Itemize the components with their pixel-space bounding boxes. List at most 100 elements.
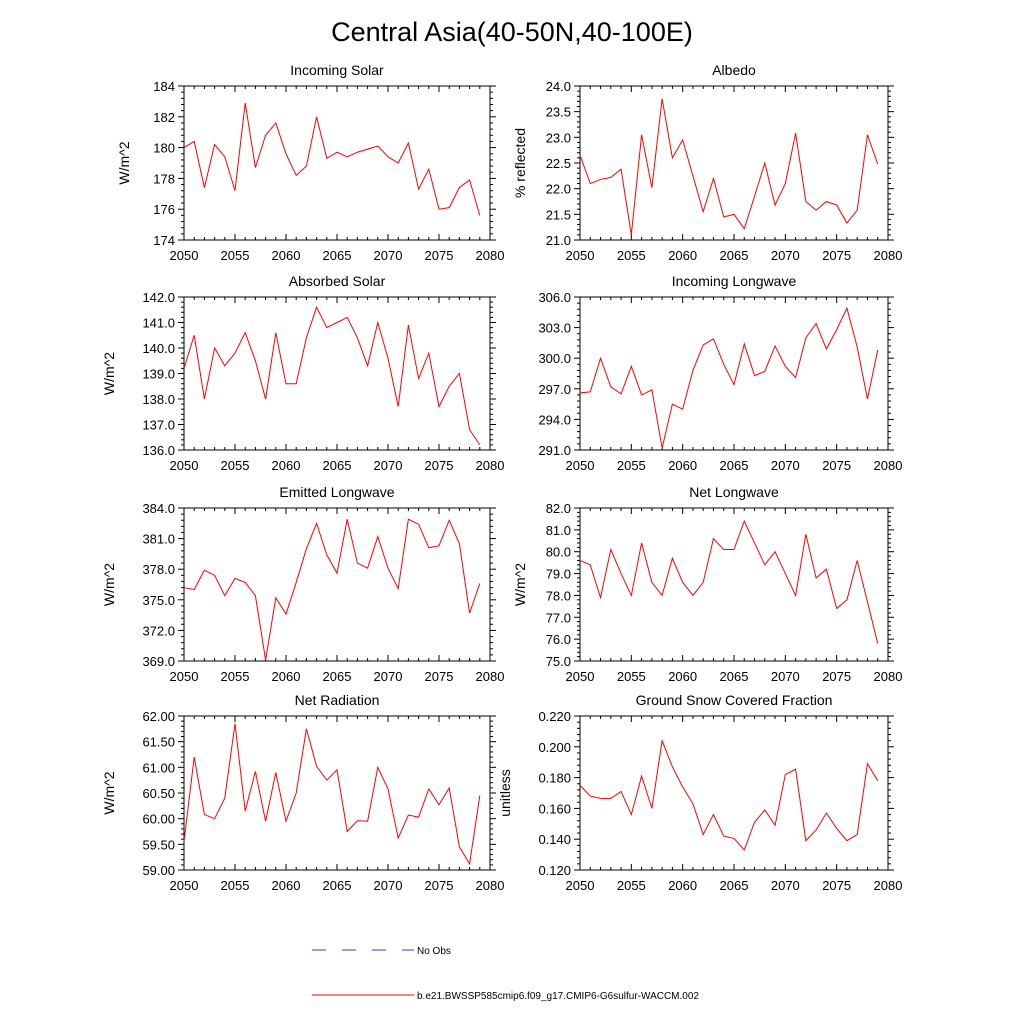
series-line	[183, 305, 481, 446]
x-tick-label: 2055	[617, 458, 646, 473]
y-tick-label: 182	[153, 110, 175, 125]
y-tick-label: 24.0	[546, 79, 571, 94]
y-tick-label: 178	[153, 171, 175, 186]
x-tick-label: 2065	[720, 458, 749, 473]
y-tick-label: 184	[153, 79, 175, 94]
panels-container: Incoming Solar 2050 2055 2060 2065 2070 2075 20…	[101, 62, 902, 893]
x-tick-label: 2070	[374, 248, 403, 263]
x-tick-label: 2080	[476, 458, 505, 473]
y-tick-label: 291.0	[538, 443, 571, 458]
x-tick-label: 2070	[374, 458, 403, 473]
y-axis-label: W/m^2	[116, 141, 132, 184]
y-tick-label: 180	[153, 141, 175, 156]
y-tick-label: 60.00	[142, 812, 175, 827]
y-tick-label: 142.0	[142, 290, 175, 305]
y-tick-label: 369.0	[142, 654, 175, 669]
x-tick-label: 2070	[771, 458, 800, 473]
y-tick-label: 0.160	[538, 801, 571, 816]
x-tick-label: 2080	[874, 669, 903, 684]
y-tick-label: 141.0	[142, 316, 175, 331]
y-tick-label: 138.0	[142, 392, 175, 407]
x-tick-label: 2080	[874, 878, 903, 893]
x-tick-label: 2075	[425, 669, 454, 684]
panel-frame	[579, 715, 889, 871]
y-axis-label: W/m^2	[101, 352, 117, 395]
y-tick-label: 77.0	[546, 610, 571, 625]
x-tick-label: 2055	[221, 248, 250, 263]
x-tick-label: 2060	[668, 248, 697, 263]
y-tick-label: 59.00	[142, 863, 175, 878]
y-tick-label: 294.0	[538, 412, 571, 427]
y-tick-label: 23.5	[546, 105, 571, 120]
x-tick-label: 2075	[425, 248, 454, 263]
y-tick-label: 81.0	[546, 523, 571, 538]
panel-ground-snow-covered-fraction: Ground Snow Covered Fraction 2050 2055 2060…	[497, 692, 902, 893]
y-tick-label: 21.0	[546, 233, 571, 248]
y-tick-label: 59.50	[142, 837, 175, 852]
y-tick-label: 139.0	[142, 367, 175, 382]
y-tick-label: 306.0	[538, 290, 571, 305]
series-line	[579, 98, 879, 235]
y-tick-label: 76.0	[546, 632, 571, 647]
panel-incoming-longwave: Incoming Longwave 2050 2055 2060 2065 2070 207…	[538, 273, 902, 473]
x-tick-label: 2060	[668, 878, 697, 893]
x-tick-label: 2055	[221, 878, 250, 893]
y-tick-label: 82.0	[546, 501, 571, 516]
x-tick-label: 2050	[566, 669, 595, 684]
x-tick-label: 2075	[425, 458, 454, 473]
x-tick-label: 2055	[617, 248, 646, 263]
x-tick-label: 2065	[323, 878, 352, 893]
y-tick-label: 80.0	[546, 545, 571, 560]
y-tick-label: 174	[153, 233, 175, 248]
x-tick-label: 2070	[374, 669, 403, 684]
panel-title: Net Longwave	[689, 484, 779, 500]
x-tick-label: 2075	[822, 458, 851, 473]
y-tick-label: 300.0	[538, 351, 571, 366]
x-tick-label: 2050	[170, 248, 199, 263]
y-tick-label: 61.00	[142, 760, 175, 775]
x-tick-label: 2075	[822, 878, 851, 893]
y-tick-label: 0.180	[538, 771, 571, 786]
y-tick-label: 136.0	[142, 443, 175, 458]
y-axis-label: W/m^2	[512, 563, 528, 606]
x-tick-label: 2070	[771, 248, 800, 263]
y-tick-label: 0.120	[538, 863, 571, 878]
legend-obs-label: No Obs	[417, 946, 451, 957]
legend-model-label: b.e21.BWSSP585cmip6.f09_g17.CMIP6-G6sulf…	[417, 991, 699, 1002]
y-tick-label: 61.50	[142, 735, 175, 750]
x-tick-label: 2050	[170, 458, 199, 473]
x-tick-label: 2060	[272, 878, 301, 893]
x-tick-label: 2060	[272, 669, 301, 684]
series-line	[579, 519, 879, 644]
y-tick-label: 0.220	[538, 709, 571, 724]
x-tick-label: 2075	[425, 878, 454, 893]
panel-title: Incoming Solar	[290, 62, 384, 78]
y-tick-label: 372.0	[142, 623, 175, 638]
x-tick-label: 2050	[170, 878, 199, 893]
x-tick-label: 2050	[566, 878, 595, 893]
y-tick-label: 0.200	[538, 740, 571, 755]
y-tick-label: 79.0	[546, 567, 571, 582]
series-line	[579, 738, 879, 851]
y-axis-label: unitless	[497, 769, 513, 816]
panel-title: Net Radiation	[295, 692, 380, 708]
x-tick-label: 2060	[272, 248, 301, 263]
x-tick-label: 2065	[720, 878, 749, 893]
y-axis-label: W/m^2	[101, 563, 117, 606]
panel-albedo: Albedo 2050 2055 2060 2065 2070 2075 2080 21.0 21…	[512, 62, 902, 263]
series-line	[183, 102, 481, 216]
x-tick-label: 2080	[476, 248, 505, 263]
panel-net-radiation: Net Radiation 2050 2055 2060 2065 2070 2075 208…	[101, 692, 504, 893]
x-tick-label: 2080	[874, 458, 903, 473]
x-tick-label: 2060	[668, 458, 697, 473]
panel-frame	[183, 715, 491, 871]
y-tick-label: 176	[153, 202, 175, 217]
panel-frame	[183, 507, 491, 662]
panel-emitted-longwave: Emitted Longwave 2050 2055 2060 2065 2070 2075…	[101, 484, 504, 684]
y-tick-label: 60.50	[142, 786, 175, 801]
y-tick-label: 378.0	[142, 562, 175, 577]
x-tick-label: 2075	[822, 248, 851, 263]
series-line	[183, 518, 481, 661]
